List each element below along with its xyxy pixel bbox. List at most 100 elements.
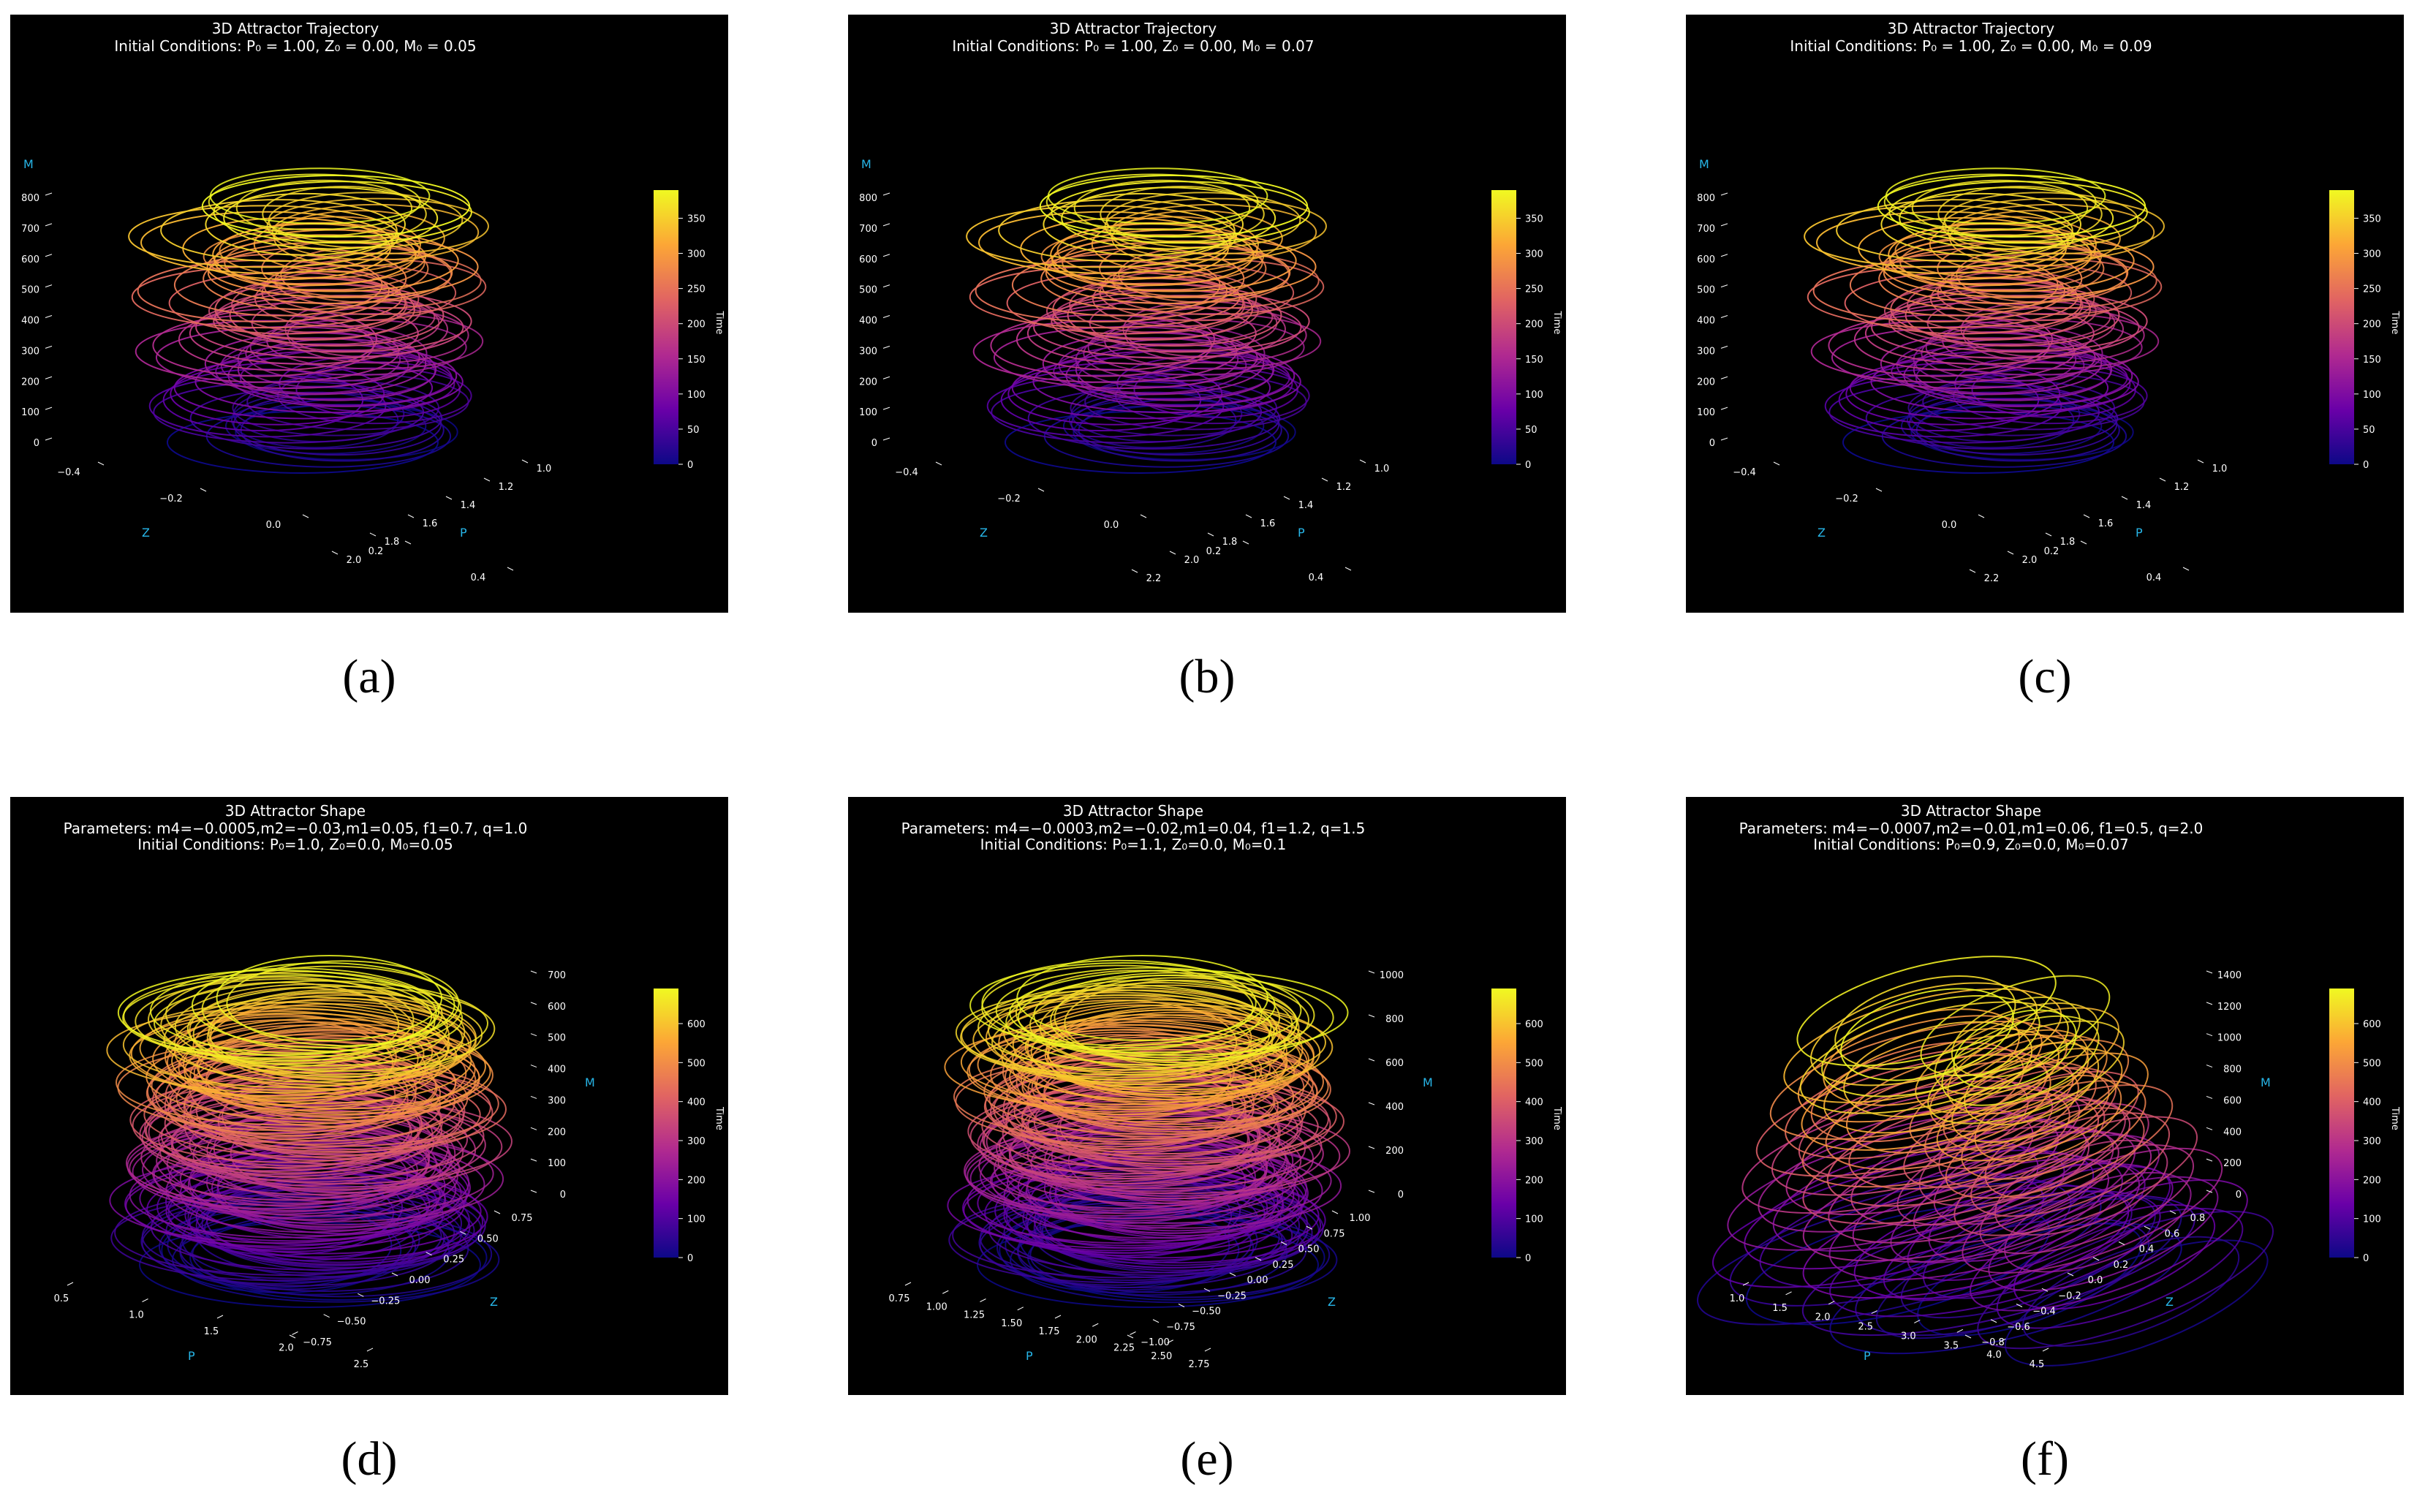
p-tick-mark	[1969, 569, 1976, 573]
m-tick-label: 400	[2223, 1127, 2242, 1138]
chart-subtitle: Parameters: m4=−0.0007,m2=−0.01,m1=0.06,…	[1739, 820, 2204, 837]
trajectory-loop	[1843, 1021, 2033, 1117]
m-tick-mark	[882, 315, 890, 318]
trajectory-loop	[206, 994, 477, 1081]
colorbar-tick-label: 600	[1525, 1019, 1543, 1030]
z-tick-mark	[1773, 461, 1780, 466]
m-tick-mark	[2206, 1095, 2213, 1099]
trajectory-loop	[1065, 344, 1296, 407]
p-tick-label: 2.2	[1984, 573, 2000, 584]
z-axis-label: Z	[142, 526, 150, 540]
trajectory-loop	[955, 1058, 1276, 1145]
m-tick-mark	[530, 1065, 537, 1068]
p-tick-mark	[483, 477, 491, 482]
z-tick-label: −0.50	[1192, 1307, 1221, 1318]
m-tick-mark	[530, 1127, 537, 1130]
m-axis-label: M	[23, 157, 34, 171]
trajectory-loop	[170, 1098, 513, 1185]
p-tick-label: 1.8	[385, 537, 400, 548]
p-tick-mark	[1828, 1301, 1835, 1305]
m-tick-label: 800	[859, 193, 877, 204]
trajectory-loop	[229, 284, 445, 347]
p-axis-label: P	[188, 1349, 195, 1363]
colorbar-label: Time	[1551, 311, 1562, 335]
colorbar-label: Time	[714, 1106, 725, 1130]
p-tick-mark	[366, 1347, 374, 1352]
p-tick-label: 3.0	[1901, 1331, 1916, 1342]
p-axis-label: P	[1298, 526, 1305, 540]
colorbar-tick-label: 200	[2363, 320, 2381, 330]
p-tick-label: 2.25	[1113, 1343, 1135, 1354]
colorbar-tick-label: 100	[1525, 1214, 1543, 1225]
p-tick-mark	[331, 551, 338, 555]
z-tick-label: −0.4	[895, 467, 918, 478]
trajectory-loop	[167, 1066, 507, 1153]
p-tick-label: 1.6	[1260, 518, 1276, 529]
trajectory-loop	[1915, 1007, 2119, 1114]
trajectory-loop	[1823, 1027, 2059, 1134]
z-tick-label: 0.0	[1104, 520, 1119, 531]
m-tick-label: 800	[1697, 193, 1715, 204]
colorbar-tick-label: 600	[687, 1019, 706, 1030]
trajectory-loop	[981, 964, 1254, 1051]
colorbar	[2329, 989, 2354, 1258]
trajectory-loop	[1052, 277, 1253, 341]
p-tick-mark	[1914, 1319, 1921, 1323]
colorbar-tick-label: 200	[1525, 320, 1543, 330]
p-tick-mark	[2121, 496, 2128, 500]
m-tick-label: 300	[21, 346, 39, 357]
trajectory-loop	[1008, 1113, 1341, 1200]
trajectory-loop	[295, 361, 461, 418]
z-tick-label: 0.25	[443, 1255, 464, 1266]
trajectory-loop	[972, 320, 1238, 383]
m-tick-mark	[530, 1158, 537, 1162]
trajectory-loop	[1915, 349, 2128, 407]
z-tick-mark	[2118, 1241, 2125, 1245]
m-tick-label: 700	[859, 224, 877, 235]
trajectory-loop	[239, 349, 453, 407]
colorbar-tick-label: 300	[687, 249, 706, 260]
trajectory-loop	[967, 1029, 1296, 1116]
trajectory-loop	[205, 192, 406, 256]
chart-subtitle: Initial Conditions: P₀ = 1.00, Z₀ = 0.00…	[114, 37, 476, 55]
p-tick-label: 1.8	[1222, 537, 1238, 548]
m-tick-label: 400	[21, 316, 39, 327]
trajectory-loop	[261, 240, 429, 298]
z-tick-mark	[1229, 1272, 1236, 1277]
trajectory-loop	[189, 301, 419, 365]
trajectory-loop	[1920, 975, 2111, 1077]
z-tick-mark	[1875, 488, 1883, 492]
trajectory-loop	[1054, 1152, 1307, 1239]
m-tick-label: 400	[859, 316, 877, 327]
p-tick-mark	[1017, 1307, 1024, 1311]
z-tick-mark	[935, 461, 942, 466]
trajectory-loop	[1802, 1098, 2131, 1225]
trajectory-loop	[1069, 391, 1237, 449]
trajectory-loop	[1015, 308, 1216, 371]
z-tick-label: 0.2	[2044, 546, 2059, 557]
trajectory-loop	[1801, 1033, 2089, 1151]
trajectory-loop	[1913, 330, 2077, 388]
colorbar-tick-label: 350	[1525, 213, 1543, 224]
trajectory-loop	[194, 350, 464, 414]
trajectory-loop	[207, 241, 453, 305]
trajectory-loop	[1797, 1015, 2043, 1123]
colorbar-tick-label: 250	[687, 284, 706, 295]
trajectory-loop	[279, 355, 455, 412]
trajectory-loop	[227, 344, 458, 407]
trajectory-loop	[1026, 301, 1257, 365]
chart-subtitle: Initial Conditions: P₀=1.0, Z₀=0.0, M₀=0…	[137, 836, 453, 853]
z-axis-label: Z	[980, 526, 988, 540]
p-tick-mark	[1245, 514, 1252, 518]
trajectory-loop	[1888, 181, 2148, 244]
p-tick-label: 0.5	[54, 1293, 69, 1304]
trajectory-loop	[216, 1148, 469, 1235]
m-tick-label: 100	[859, 407, 877, 418]
p-tick-mark	[1169, 551, 1176, 555]
m-tick-label: 400	[548, 1065, 566, 1076]
p-tick-mark	[2083, 514, 2090, 518]
colorbar-tick-label: 350	[687, 213, 706, 224]
z-tick-mark	[1978, 514, 1985, 518]
